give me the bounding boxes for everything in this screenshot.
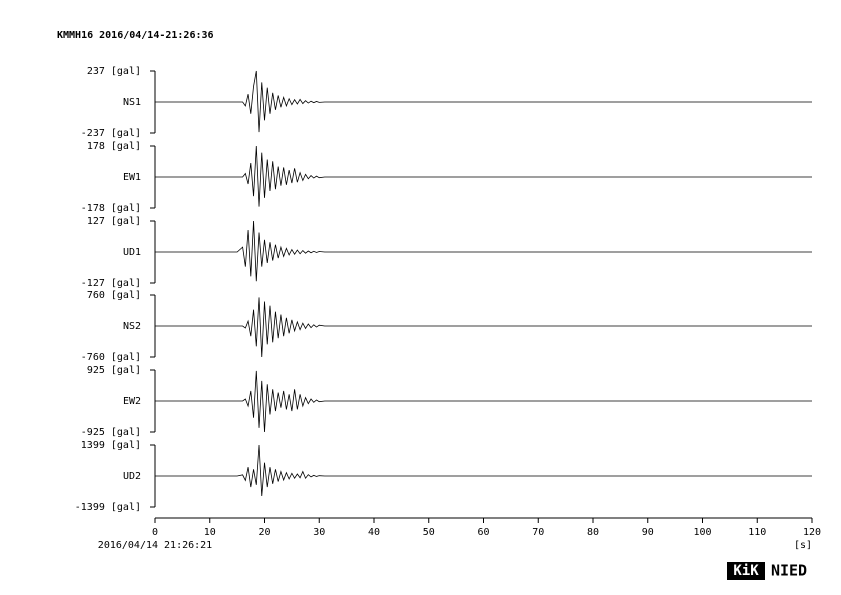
x-tick-label: 90: [642, 527, 654, 538]
x-tick-label: 60: [477, 527, 489, 538]
waveform: [155, 70, 812, 133]
x-tick-label: 20: [258, 527, 270, 538]
logo-box: [727, 562, 765, 580]
chart-title: KMMH16 2016/04/14-21:26:36: [57, 30, 214, 41]
x-tick-label: 100: [693, 527, 711, 538]
y-tick-label: -127 [gal]: [81, 278, 141, 289]
waveform: [155, 145, 812, 207]
y-tick-label: 925 [gal]: [87, 365, 141, 376]
x-tick-label: 30: [313, 527, 325, 538]
start-time: 2016/04/14 21:26:21: [98, 540, 212, 551]
y-tick-label: -1399 [gal]: [75, 502, 141, 513]
x-tick-label: 80: [587, 527, 599, 538]
y-tick-label: 1399 [gal]: [81, 440, 141, 451]
logo-right: NIED: [771, 562, 807, 580]
waveform: [155, 444, 812, 496]
x-tick-label: 40: [368, 527, 380, 538]
waveform: [155, 370, 812, 433]
channel-label: UD1: [123, 247, 141, 258]
y-tick-label: -925 [gal]: [81, 427, 141, 438]
x-axis-label: [s]: [794, 540, 812, 551]
y-tick-label: 760 [gal]: [87, 290, 141, 301]
y-tick-label: 127 [gal]: [87, 216, 141, 227]
x-tick-label: 50: [423, 527, 435, 538]
channel-label: EW1: [123, 172, 141, 183]
y-tick-label: -760 [gal]: [81, 352, 141, 363]
x-tick-label: 120: [803, 527, 821, 538]
y-tick-label: 178 [gal]: [87, 141, 141, 152]
logo-left: KiK: [733, 563, 759, 579]
y-tick-label: -178 [gal]: [81, 203, 141, 214]
x-tick-label: 10: [204, 527, 216, 538]
channel-label: NS1: [123, 97, 141, 108]
channel-label: EW2: [123, 396, 141, 407]
channel-label: NS2: [123, 321, 141, 332]
x-tick-label: 70: [532, 527, 544, 538]
y-tick-label: -237 [gal]: [81, 128, 141, 139]
x-tick-label: 0: [152, 527, 158, 538]
waveform: [155, 220, 812, 282]
channel-label: UD2: [123, 471, 141, 482]
waveform: [155, 297, 812, 358]
y-tick-label: 237 [gal]: [87, 66, 141, 77]
x-tick-label: 110: [748, 527, 766, 538]
